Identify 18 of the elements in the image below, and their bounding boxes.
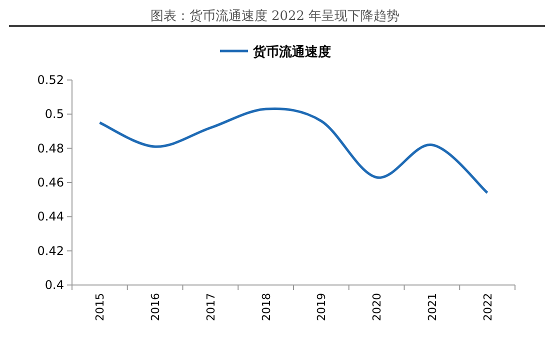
x-tick-label: 2022 xyxy=(481,293,494,321)
x-tick-label: 2016 xyxy=(149,293,162,321)
x-tick-label: 2017 xyxy=(204,293,218,321)
x-tick-label: 2015 xyxy=(94,293,107,321)
x-tick-label: 2020 xyxy=(370,293,384,321)
y-tick-label: 0.4 xyxy=(44,278,64,292)
y-tick-label: 0.52 xyxy=(37,73,64,87)
y-tick-label: 0.48 xyxy=(37,141,64,156)
y-tick-label: 0.44 xyxy=(37,210,64,224)
x-tick-label: 2019 xyxy=(315,293,328,321)
line-series xyxy=(98,107,489,194)
y-tick-label: 0.46 xyxy=(37,176,64,190)
legend-label: 货币流通速度 xyxy=(252,44,331,60)
chart-title: 图表：货币流通速度 2022 年呈现下降趋势 xyxy=(150,8,400,24)
y-tick-label: 0.5 xyxy=(44,107,64,122)
x-tick-label: 2018 xyxy=(260,293,273,321)
y-tick-label: 0.42 xyxy=(37,244,64,258)
x-tick-label: 2021 xyxy=(426,293,439,321)
